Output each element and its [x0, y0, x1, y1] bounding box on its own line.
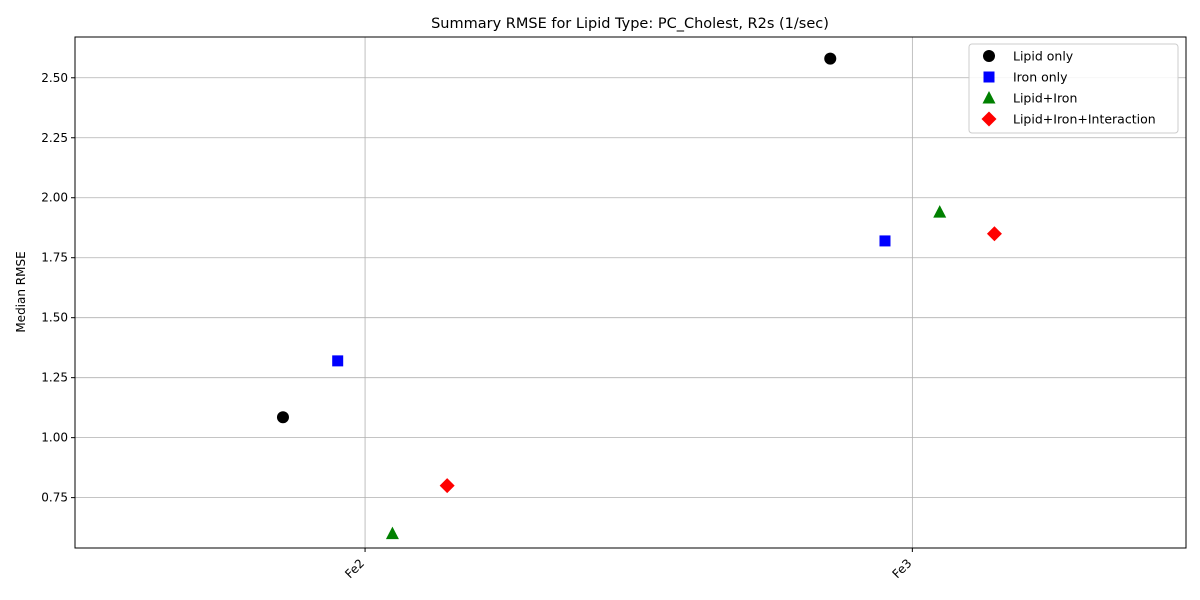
data-point-circle	[276, 411, 289, 424]
data-point-circle	[824, 52, 837, 65]
plot-frame	[74, 36, 1187, 549]
y-tick-label: 1.75	[41, 251, 68, 265]
legend-label: Lipid+Iron+Interaction	[1013, 112, 1156, 127]
y-tick-label: 1.50	[41, 311, 68, 325]
legend-marker-circle	[983, 50, 995, 62]
y-tick-label: 2.00	[41, 191, 68, 205]
y-axis-label: Median RMSE	[14, 251, 28, 332]
data-point-square	[879, 235, 891, 247]
data-point-square	[332, 355, 344, 367]
y-tick-label: 1.25	[41, 371, 68, 385]
legend-marker-diamond	[981, 111, 997, 127]
y-axis: 0.75 1.00 1.25 1.50 1.75 2.00 2.25 2.50	[41, 71, 75, 505]
data-points	[276, 52, 1002, 540]
y-tick-label: 2.25	[41, 131, 68, 145]
legend-marker-square	[983, 71, 995, 83]
y-tick-label: 1.00	[41, 431, 68, 445]
legend-label: Lipid+Iron	[1013, 91, 1077, 106]
y-tick-label: 0.75	[41, 491, 68, 505]
grid-lines	[75, 37, 1186, 548]
legend-label: Iron only	[1013, 70, 1068, 85]
legend: Lipid only Iron only Lipid+Iron Lipid+Iron+…	[968, 43, 1179, 134]
chart-title: Summary RMSE for Lipid Type: PC_Cholest,…	[431, 16, 829, 32]
legend-box	[968, 43, 1179, 134]
data-point-diamond	[439, 478, 455, 494]
legend-marker-triangle	[982, 91, 996, 104]
data-point-diamond	[986, 226, 1002, 242]
y-tick-label: 2.50	[41, 71, 68, 85]
legend-label: Lipid only	[1013, 49, 1074, 64]
data-point-triangle	[933, 205, 947, 218]
data-point-triangle	[385, 526, 399, 540]
